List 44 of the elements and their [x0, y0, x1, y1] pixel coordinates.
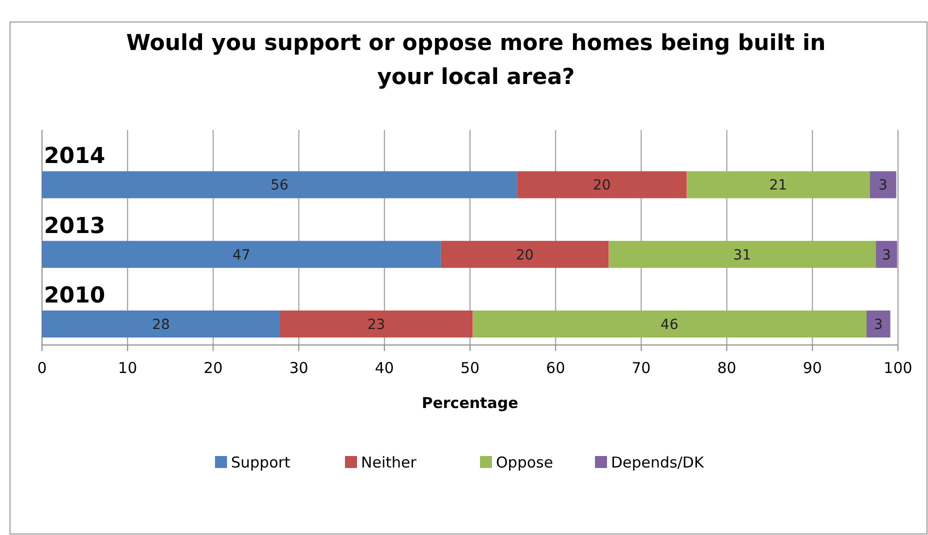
- bar: [42, 310, 280, 338]
- data-label: 23: [367, 316, 386, 333]
- bar: [517, 171, 687, 198]
- x-tick-label: 40: [374, 359, 394, 377]
- x-tick-label: 0: [37, 359, 47, 377]
- data-label: 20: [516, 247, 534, 264]
- bar: [440, 240, 609, 268]
- legend-label: Support: [231, 453, 290, 472]
- legend-label: Neither: [361, 453, 418, 472]
- y-tick-label: 2013: [44, 214, 106, 239]
- bar: [870, 171, 896, 198]
- legend-label: Depends/DK: [611, 453, 705, 472]
- data-label: 31: [733, 247, 752, 264]
- data-label: 3: [882, 247, 891, 264]
- bar: [686, 171, 870, 198]
- data-label: 28: [152, 316, 170, 333]
- x-axis-title: Percentage: [422, 394, 518, 412]
- bar: [280, 310, 473, 338]
- x-tick-label: 20: [204, 359, 223, 377]
- x-tick-label: 80: [717, 359, 736, 377]
- bar: [42, 171, 518, 198]
- x-tick-label: 100: [884, 359, 912, 377]
- x-tick-label: 50: [460, 359, 480, 377]
- data-label: 20: [592, 178, 611, 194]
- y-tick-label: 2014: [44, 144, 106, 170]
- x-tick-label: 60: [546, 359, 566, 377]
- bar: [866, 310, 890, 338]
- data-label: 3: [878, 178, 888, 194]
- data-label: 21: [769, 178, 788, 194]
- bar: [876, 240, 898, 268]
- data-label: 56: [270, 178, 289, 194]
- data-label: 3: [874, 316, 883, 333]
- data-label: 47: [232, 247, 250, 264]
- x-tick-label: 30: [289, 359, 308, 377]
- x-tick-label: 90: [802, 359, 822, 377]
- legend-label: Oppose: [496, 453, 554, 472]
- x-tick-label: 70: [632, 359, 651, 377]
- bar: [42, 240, 441, 268]
- x-tick-label: 10: [118, 359, 138, 377]
- data-label: 46: [660, 316, 678, 333]
- bar: [472, 310, 866, 338]
- bar: [608, 240, 876, 268]
- y-tick-label: 2010: [44, 283, 106, 308]
- chart-title: Would you support or oppose more homes being built in your local area?: [126, 31, 826, 90]
